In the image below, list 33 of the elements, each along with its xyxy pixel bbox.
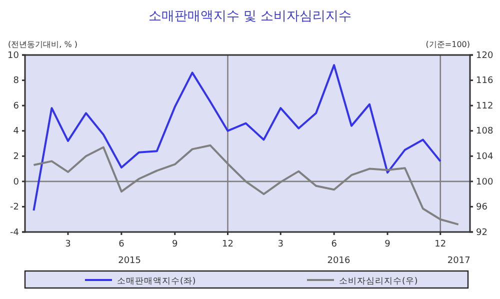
y-tick-label: -2 [10,202,19,213]
y2-tick-label: 116 [476,76,494,86]
y-tick-label: 0 [13,177,20,188]
y2-tick-label: 120 [476,50,494,61]
y-tick-label: 6 [13,101,20,112]
x-tick-label: 12 [222,239,234,250]
y-tick-label: 8 [13,76,20,86]
y2-tick-label: 112 [476,101,494,112]
text: 2016 [327,256,350,266]
x-tick-label: 6 [331,239,338,250]
x-tick-label: 3 [278,239,284,250]
text: 2015 [118,256,142,266]
line-series [32,64,442,212]
x-tick-label: 9 [384,239,391,250]
y2-tick-label: 104 [476,152,494,162]
x-tick-label: 9 [172,239,178,250]
y-tick-label: -4 [10,228,20,238]
chart-title: 소매판매액지수 및 소비자심리지수 [148,9,352,24]
legend-label: 소비자심리지수(우) [339,276,418,286]
x-tick-label: 6 [118,239,125,250]
y2-tick-label: 92 [476,228,488,238]
x-tick-label: 12 [434,239,446,250]
y-axis-title: (전년동기대비, % ) [8,40,78,49]
legend-label: 소매판매액지수(좌) [117,276,196,286]
y2-axis-title: (기준=100) [426,40,470,49]
y-tick-label: 2 [13,152,19,162]
y-tick-label: 10 [8,50,20,61]
y-tick-label: 4 [13,126,20,137]
y2-tick-label: 108 [476,126,494,137]
x-tick-label: 3 [65,239,71,250]
text: 2017 [447,256,470,266]
y2-tick-label: 96 [476,202,488,213]
y2-tick-label: 100 [476,177,494,188]
